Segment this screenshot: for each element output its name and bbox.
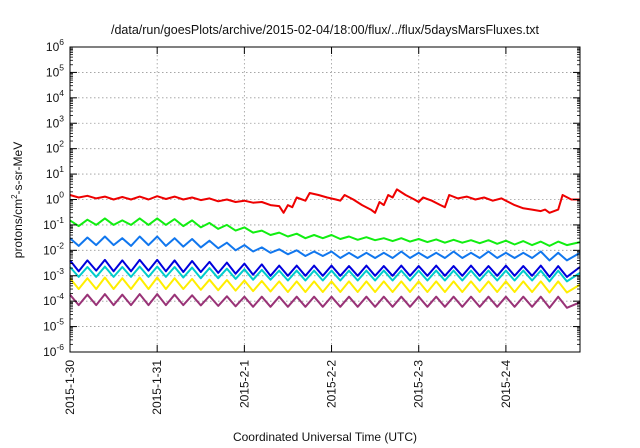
series-layer — [69, 188, 581, 309]
x-tick-label: 2015-2-3 — [412, 360, 426, 408]
y-tick-label: 10-1 — [43, 215, 64, 232]
y-tick-label: 10-4 — [43, 291, 64, 308]
y-axis-label: protons/cm2-s-sr-MeV — [10, 142, 25, 258]
x-tick-label: 2015-2-4 — [499, 360, 513, 408]
x-tick-label: 2015-1-30 — [63, 360, 77, 415]
x-axis: 2015-1-30 2015-1-31 2015-2-1 2015-2-2 2015-2… — [63, 47, 513, 415]
series-line-6 — [69, 276, 581, 294]
x-tick-label: 2015-2-2 — [325, 360, 339, 408]
y-tick-label: 102 — [46, 139, 64, 156]
y-axis: 10-6 10-5 10-4 10-3 10-2 10-1 100 101 102 103 104 1… — [43, 37, 580, 359]
series-line-3 — [69, 235, 581, 262]
x-tick-label: 2015-1-31 — [150, 360, 164, 415]
y-tick-label: 104 — [46, 88, 64, 105]
y-tick-label: 10-6 — [43, 342, 64, 359]
y-tick-label: 101 — [46, 164, 64, 181]
y-tick-label: 103 — [46, 113, 64, 130]
y-tick-label: 106 — [46, 37, 64, 54]
series-line-2 — [69, 217, 581, 247]
y-tick-label: 105 — [46, 62, 64, 79]
series-line-1 — [69, 188, 580, 214]
series-line-4 — [69, 258, 581, 278]
y-tick-label: 10-2 — [43, 240, 64, 257]
y-tick-label: 10-3 — [43, 266, 64, 283]
series-line-7 — [69, 293, 581, 309]
x-tick-label: 2015-2-1 — [237, 360, 251, 408]
y-tick-label: 10-5 — [43, 317, 64, 334]
chart-title: /data/run/goesPlots/archive/2015-02-04/1… — [111, 23, 540, 37]
y-tick-label: 100 — [46, 190, 64, 207]
grid-lines — [70, 47, 580, 352]
series-line-5 — [69, 265, 581, 283]
x-axis-label: Coordinated Universal Time (UTC) — [233, 430, 417, 444]
